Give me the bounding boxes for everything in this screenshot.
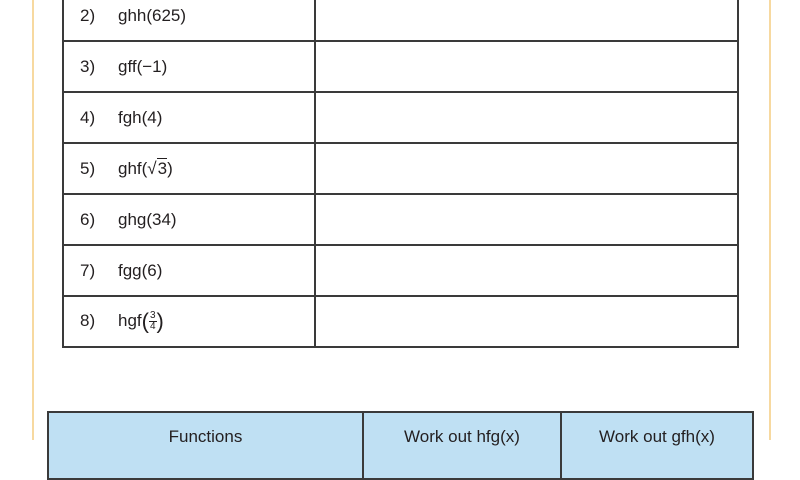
question-number: 8): [80, 310, 96, 330]
question-expression: ghh(625): [118, 5, 187, 25]
question-cell: 6) ghg(34): [62, 193, 316, 246]
question-expression: hgf(3 4): [118, 308, 164, 334]
questions-table: 2) ghh(625) 3) gff(−1) 4) fgh(4) 5) ghf(√3) …: [62, 0, 739, 348]
sqrt-argument: 3: [156, 157, 168, 178]
table-row: 4) fgh(4): [62, 91, 739, 144]
table-row: 5) ghf(√3): [62, 142, 739, 195]
expression-prefix: ghf(: [118, 158, 148, 178]
expression-suffix: ): [167, 158, 173, 178]
fraction-denominator: 4: [149, 321, 156, 332]
header-gfh: Work out gfh(x): [560, 411, 754, 480]
question-number: 2): [80, 5, 96, 25]
table-row: 2) ghh(625): [62, 0, 739, 42]
question-number: 6): [80, 209, 96, 229]
question-expression: fgg(6): [118, 260, 163, 280]
answer-cell[interactable]: [314, 0, 739, 42]
table-row: 3) gff(−1): [62, 40, 739, 93]
header-hfg: Work out hfg(x): [362, 411, 562, 480]
answer-cell[interactable]: [314, 40, 739, 93]
answer-cell[interactable]: [314, 244, 739, 297]
table-row: 8) hgf(3 4): [62, 295, 739, 348]
header-functions: Functions: [47, 411, 364, 480]
page-frame-left: [32, 0, 34, 440]
question-cell: 7) fgg(6): [62, 244, 316, 297]
question-expression: gff(−1): [118, 56, 168, 76]
question-cell: 3) gff(−1): [62, 40, 316, 93]
table-row: 7) fgg(6): [62, 244, 739, 297]
question-cell: 4) fgh(4): [62, 91, 316, 144]
answer-cell[interactable]: [314, 193, 739, 246]
answer-cell[interactable]: [314, 142, 739, 195]
page-frame-right: [769, 0, 771, 440]
question-number: 4): [80, 107, 96, 127]
question-expression: ghf(√3): [118, 157, 173, 178]
question-cell: 2) ghh(625): [62, 0, 316, 42]
expression-prefix: hgf: [118, 310, 142, 330]
answer-cell[interactable]: [314, 91, 739, 144]
question-expression: ghg(34): [118, 209, 177, 229]
question-expression: fgh(4): [118, 107, 163, 127]
question-cell: 8) hgf(3 4): [62, 295, 316, 348]
question-number: 3): [80, 56, 96, 76]
question-cell: 5) ghf(√3): [62, 142, 316, 195]
question-number: 5): [80, 158, 96, 178]
question-number: 7): [80, 260, 96, 280]
header-row: Functions Work out hfg(x) Work out gfh(x…: [47, 411, 754, 480]
answer-cell[interactable]: [314, 295, 739, 348]
table-row: 6) ghg(34): [62, 193, 739, 246]
functions-table: Functions Work out hfg(x) Work out gfh(x…: [47, 411, 754, 480]
fraction-numerator: 3: [148, 310, 157, 322]
